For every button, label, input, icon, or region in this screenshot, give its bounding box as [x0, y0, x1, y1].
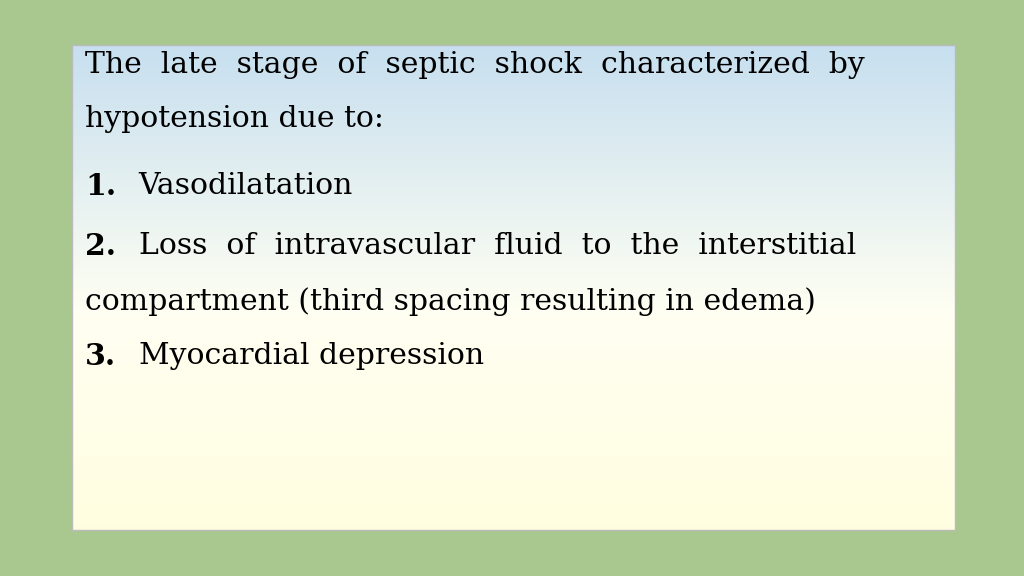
Text: The  late  stage  of  septic  shock  characterized  by: The late stage of septic shock character…: [85, 51, 865, 79]
Text: compartment (third spacing resulting in edema): compartment (third spacing resulting in …: [85, 287, 816, 316]
Text: Myocardial depression: Myocardial depression: [138, 342, 483, 370]
Text: 2.: 2.: [85, 232, 117, 261]
Text: 1.: 1.: [85, 172, 117, 200]
Text: hypotension due to:: hypotension due to:: [85, 105, 384, 134]
Text: 3.: 3.: [85, 342, 117, 370]
Bar: [72, 45, 955, 530]
Text: Loss  of  intravascular  fluid  to  the  interstitial: Loss of intravascular fluid to the inter…: [138, 232, 856, 260]
Text: Vasodilatation: Vasodilatation: [138, 172, 353, 200]
